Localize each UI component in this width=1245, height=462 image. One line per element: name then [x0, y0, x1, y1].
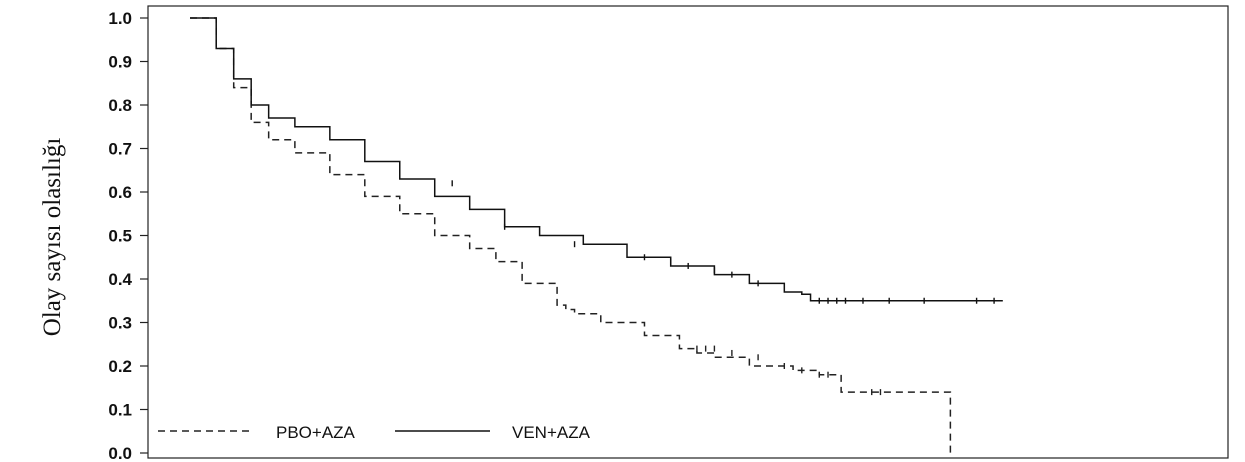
- y-tick-label: 0.4: [108, 270, 132, 289]
- y-tick-label: 0.0: [108, 444, 132, 462]
- y-tick-label: 0.5: [108, 227, 132, 246]
- series-line: [190, 17, 1003, 302]
- series-line: [190, 17, 952, 453]
- y-tick-label: 1.0: [108, 9, 132, 28]
- legend: PBO+AZA VEN+AZA: [158, 423, 591, 442]
- legend-label: VEN+AZA: [512, 423, 591, 442]
- y-tick-label: 0.9: [108, 53, 132, 72]
- y-tick-label: 0.7: [108, 140, 132, 159]
- y-axis-label: Olay sayısı olasılığı: [39, 138, 66, 337]
- series-layer: [190, 17, 1003, 453]
- y-tick-label: 0.8: [108, 96, 132, 115]
- y-tick-label: 0.6: [108, 183, 132, 202]
- y-axis: 0.0 0.1 0.2 0.3 0.4 0.5 0.6 0.7 0.8 0.9 1.0: [108, 9, 148, 462]
- y-tick-label: 0.1: [108, 401, 132, 420]
- plot-frame: [147, 5, 1229, 459]
- y-tick-label: 0.3: [108, 314, 132, 333]
- y-tick-label: 0.2: [108, 357, 132, 376]
- legend-label: PBO+AZA: [276, 423, 356, 442]
